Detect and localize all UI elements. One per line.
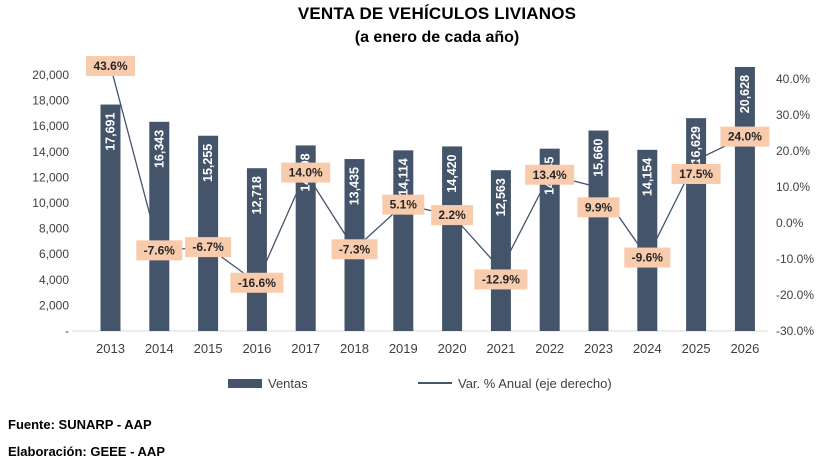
y-axis-label-left: 14,000 <box>32 145 69 159</box>
y-axis-label-left: 2,000 <box>39 298 69 312</box>
pct-label-box <box>136 240 183 261</box>
y-axis-label-right: -30.0% <box>776 324 814 338</box>
chart-title: VENTA DE VEHÍCULOS LIVIANOS (a enero de … <box>37 4 837 47</box>
y-axis-label-right: 10.0% <box>776 180 810 194</box>
pct-label-box <box>624 247 671 268</box>
bar-value-label: 20,628 <box>738 75 752 113</box>
bar-value-label: 16,629 <box>689 126 703 164</box>
pct-label-box <box>577 197 620 218</box>
bar <box>198 135 219 331</box>
chart-title-line2: (a enero de cada año) <box>354 29 520 46</box>
elaboration-note: Elaboración: GEEE - AAP <box>8 444 165 459</box>
pct-label-text: -9.6% <box>632 251 664 265</box>
x-axis-label: 2014 <box>145 341 174 356</box>
bar-value-label: 12,563 <box>494 178 508 216</box>
bar-value-label: 15,660 <box>592 139 606 177</box>
y-axis-label-right: 0.0% <box>776 216 804 230</box>
pct-label-box <box>431 205 474 226</box>
pct-label-text: 13.4% <box>533 168 567 182</box>
pct-label-box <box>230 272 284 293</box>
x-axis-label: 2024 <box>633 341 662 356</box>
x-axis-label: 2023 <box>584 341 613 356</box>
legend-item-ventas: Ventas <box>228 372 308 394</box>
pct-label-box <box>331 239 378 260</box>
y-axis-label-left: 20,000 <box>32 68 69 82</box>
legend-bar-swatch <box>228 378 262 388</box>
bar <box>637 149 658 331</box>
x-axis-label: 2016 <box>242 341 271 356</box>
y-axis-label-left: 8,000 <box>39 222 69 236</box>
y-axis-label-right: -10.0% <box>776 252 814 266</box>
bar-value-label: 14,420 <box>445 154 459 192</box>
pct-label-text: -12.9% <box>482 272 520 286</box>
pct-label-box <box>281 162 331 183</box>
pct-label-text: -7.6% <box>144 243 176 257</box>
bar-value-label: 13,435 <box>348 167 362 205</box>
bar-value-label: 14,114 <box>396 158 410 196</box>
legend-line-label: Var. % Anual (eje derecho) <box>458 375 612 391</box>
y-axis-label-left: 4,000 <box>39 273 69 287</box>
y-axis-label-right: 40.0% <box>776 72 810 86</box>
pct-label-box <box>86 56 135 77</box>
legend-item-variation: Var. % Anual (eje derecho) <box>418 372 612 394</box>
pct-label-box <box>720 126 770 147</box>
pct-label-text: 2.2% <box>438 208 466 222</box>
bar <box>295 145 316 331</box>
pct-label-box <box>671 164 721 184</box>
pct-label-text: 24.0% <box>728 130 762 144</box>
pct-label-text: -6.7% <box>192 240 224 254</box>
x-axis-label: 2015 <box>194 341 223 356</box>
pct-label-text: 17.5% <box>679 167 713 181</box>
x-axis-label: 2021 <box>486 341 515 356</box>
y-axis-label-right: 20.0% <box>776 144 810 158</box>
bar <box>539 148 560 331</box>
bar-value-label: 17,691 <box>104 113 118 151</box>
legend-bar-label: Ventas <box>268 375 308 391</box>
bar-value-label: 14,154 <box>640 158 654 196</box>
pct-label-box <box>185 237 232 258</box>
legend-line-swatch <box>418 382 452 384</box>
y-axis-label-right: -20.0% <box>776 288 814 302</box>
chart-legend: Ventas Var. % Anual (eje derecho) <box>0 372 837 394</box>
x-axis-label: 2013 <box>96 341 125 356</box>
y-axis-label-left: 10,000 <box>32 196 69 210</box>
chart-title-line1: VENTA DE VEHÍCULOS LIVIANOS <box>297 4 577 23</box>
bar <box>100 104 121 331</box>
y-axis-label-left: 18,000 <box>32 94 69 108</box>
bar <box>588 130 609 331</box>
x-axis-label: 2019 <box>389 341 418 356</box>
pct-label-text: -7.3% <box>339 242 371 256</box>
y-axis-label-left: 16,000 <box>32 119 69 133</box>
y-axis-label-right: 30.0% <box>776 108 810 122</box>
x-axis-label: 2017 <box>291 341 320 356</box>
pct-label-text: 43.6% <box>93 59 127 73</box>
x-axis-label: 2022 <box>535 341 564 356</box>
bar <box>442 146 463 331</box>
pct-label-text: 9.9% <box>585 200 613 214</box>
pct-label-box <box>382 194 425 215</box>
y-axis-label-left: - <box>65 324 69 338</box>
bar <box>149 121 170 331</box>
bar-value-label: 16,343 <box>152 130 166 168</box>
pct-label-box <box>525 164 575 185</box>
bar-value-label: 15,255 <box>201 144 215 182</box>
x-axis-label: 2025 <box>682 341 711 356</box>
pct-label-text: 14.0% <box>289 166 323 180</box>
pct-label-box <box>474 269 528 290</box>
x-axis-label: 2020 <box>438 341 467 356</box>
source-note: Fuente: SUNARP - AAP <box>8 417 152 432</box>
y-axis-label-left: 6,000 <box>39 247 69 261</box>
pct-label-text: -16.6% <box>238 276 276 290</box>
x-axis-label: 2026 <box>730 341 759 356</box>
y-axis-label-left: 12,000 <box>32 170 69 184</box>
x-axis-label: 2018 <box>340 341 369 356</box>
pct-label-text: 5.1% <box>390 198 418 212</box>
bar <box>490 170 511 331</box>
bar-value-label: 12,718 <box>250 176 264 214</box>
